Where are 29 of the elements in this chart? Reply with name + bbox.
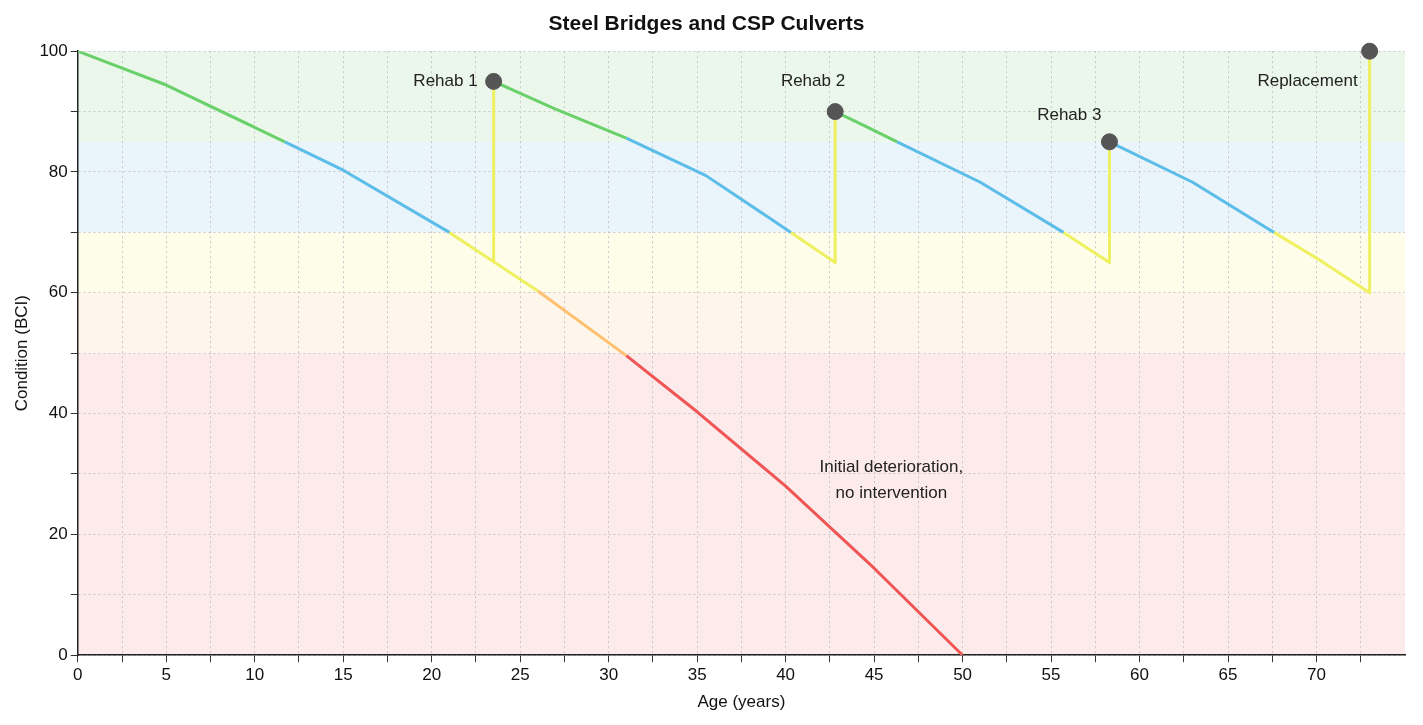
x-tick-label: 25 — [510, 665, 530, 685]
y-tick-label: 20 — [48, 524, 68, 544]
x-tick-label: 10 — [245, 665, 265, 685]
x-tick-label: 15 — [333, 665, 353, 685]
chart-title: Steel Bridges and CSP Culverts — [548, 11, 865, 35]
y-tick-label: 40 — [48, 403, 68, 423]
y-tick-label: 80 — [48, 161, 68, 181]
x-tick-label: 45 — [864, 665, 884, 685]
x-axis-title: Age (years) — [697, 692, 786, 712]
annotation: Rehab 1 — [413, 71, 478, 91]
y-tick-label: 0 — [58, 644, 68, 664]
annotation: Replacement — [1257, 70, 1358, 90]
x-tick-label: 40 — [776, 665, 796, 685]
x-tick-label: 30 — [599, 665, 619, 685]
y-tick-label: 60 — [48, 282, 68, 302]
x-tick-label: 60 — [1130, 665, 1150, 685]
x-tick-label: 0 — [73, 665, 83, 685]
x-tick-label: 5 — [161, 665, 171, 685]
x-tick-label: 50 — [953, 665, 973, 685]
annotation: Rehab 2 — [780, 71, 846, 91]
x-tick-label: 20 — [422, 665, 442, 685]
annotation: Rehab 3 — [1037, 105, 1102, 125]
y-axis-title: Condition (BCI) — [11, 295, 31, 412]
x-tick-label: 55 — [1041, 665, 1061, 685]
x-tick-label: 65 — [1218, 665, 1238, 685]
y-tick-label: 100 — [39, 40, 68, 60]
x-tick-label: 70 — [1307, 665, 1326, 685]
annotation: Initial deterioration, no intervention — [819, 456, 964, 502]
x-tick-label: 35 — [687, 665, 707, 685]
